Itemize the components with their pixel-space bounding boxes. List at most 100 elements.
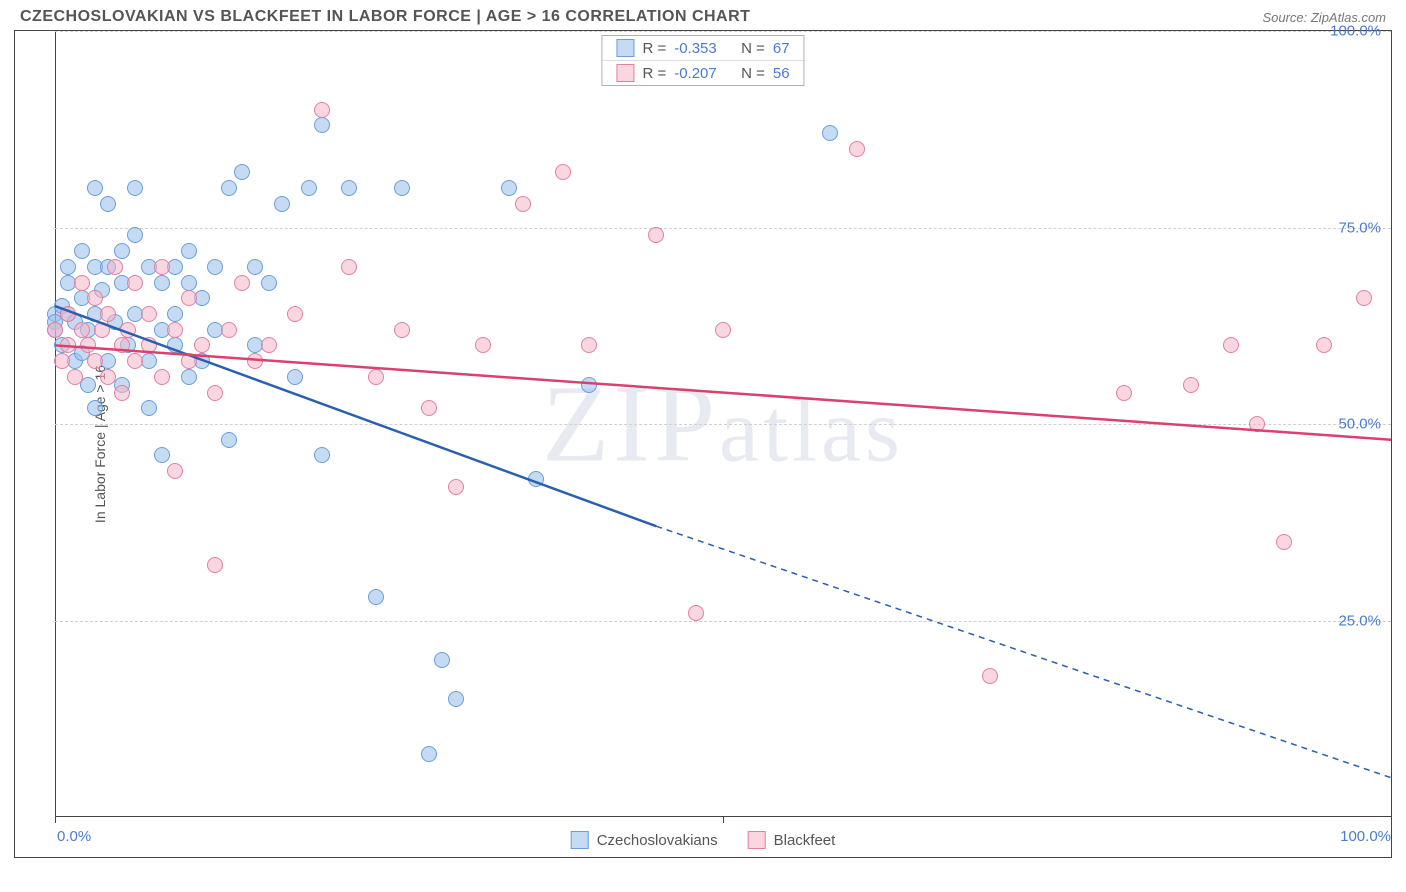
data-point (167, 463, 183, 479)
data-point (181, 353, 197, 369)
data-point (1223, 337, 1239, 353)
data-point (181, 243, 197, 259)
x-tick-mark (723, 817, 724, 823)
data-point (421, 400, 437, 416)
data-point (167, 306, 183, 322)
data-point (475, 337, 491, 353)
data-point (274, 196, 290, 212)
x-tick-mark (1391, 817, 1392, 823)
data-point (448, 479, 464, 495)
y-tick-label: 25.0% (1338, 612, 1381, 629)
swatch-series-0 (616, 39, 634, 57)
data-point (501, 180, 517, 196)
data-point (822, 125, 838, 141)
data-point (87, 400, 103, 416)
data-point (114, 385, 130, 401)
x-tick-label: 0.0% (57, 828, 91, 845)
data-point (47, 322, 63, 338)
data-point (515, 196, 531, 212)
data-point (528, 471, 544, 487)
data-point (1356, 290, 1372, 306)
data-point (1116, 385, 1132, 401)
swatch-series-0 (571, 831, 589, 849)
n-value-0: 67 (773, 40, 790, 57)
gridline (55, 621, 1391, 622)
data-point (314, 117, 330, 133)
x-tick-mark (55, 817, 56, 823)
data-point (448, 691, 464, 707)
data-point (555, 164, 571, 180)
data-point (141, 337, 157, 353)
y-tick-label: 50.0% (1338, 416, 1381, 433)
legend-stats-row: R = -0.207 N = 56 (602, 60, 803, 85)
data-point (207, 259, 223, 275)
swatch-series-1 (748, 831, 766, 849)
data-point (1276, 534, 1292, 550)
data-point (234, 164, 250, 180)
data-point (127, 227, 143, 243)
r-label: R = (642, 65, 666, 82)
data-point (100, 369, 116, 385)
data-point (181, 369, 197, 385)
data-point (67, 369, 83, 385)
legend-item: Blackfeet (748, 831, 836, 849)
gridline (55, 228, 1391, 229)
data-point (94, 322, 110, 338)
data-point (114, 243, 130, 259)
swatch-series-1 (616, 64, 634, 82)
data-point (194, 337, 210, 353)
data-point (100, 306, 116, 322)
y-tick-label: 75.0% (1338, 219, 1381, 236)
data-point (207, 557, 223, 573)
data-point (314, 447, 330, 463)
data-point (341, 259, 357, 275)
data-point (982, 668, 998, 684)
data-point (368, 589, 384, 605)
data-point (181, 275, 197, 291)
data-point (581, 377, 597, 393)
chart-title: CZECHOSLOVAKIAN VS BLACKFEET IN LABOR FO… (20, 8, 750, 26)
data-point (154, 259, 170, 275)
data-point (167, 322, 183, 338)
data-point (87, 180, 103, 196)
data-point (434, 652, 450, 668)
gridline (55, 31, 1391, 32)
header: CZECHOSLOVAKIAN VS BLACKFEET IN LABOR FO… (0, 0, 1406, 30)
data-point (287, 369, 303, 385)
data-point (74, 243, 90, 259)
data-point (141, 306, 157, 322)
data-point (849, 141, 865, 157)
r-label: R = (642, 40, 666, 57)
legend-label-0: Czechoslovakians (597, 832, 718, 849)
data-point (114, 337, 130, 353)
data-point (181, 290, 197, 306)
data-point (368, 369, 384, 385)
data-point (154, 275, 170, 291)
data-point (261, 337, 277, 353)
n-label: N = (741, 65, 765, 82)
data-point (207, 385, 223, 401)
data-point (74, 322, 90, 338)
data-point (715, 322, 731, 338)
data-point (234, 275, 250, 291)
chart-container: In Labor Force | Age > 16 ZIPatlas 25.0%… (14, 30, 1392, 858)
data-point (167, 337, 183, 353)
data-point (60, 306, 76, 322)
data-point (127, 353, 143, 369)
data-point (247, 259, 263, 275)
plot-area: ZIPatlas 25.0%50.0%75.0%100.0%0.0%100.0% (55, 31, 1391, 817)
data-point (87, 353, 103, 369)
data-point (80, 337, 96, 353)
legend-item: Czechoslovakians (571, 831, 718, 849)
data-point (1316, 337, 1332, 353)
r-value-0: -0.353 (674, 40, 717, 57)
n-label: N = (741, 40, 765, 57)
gridline (55, 424, 1391, 425)
data-point (421, 746, 437, 762)
data-point (60, 337, 76, 353)
data-point (107, 259, 123, 275)
data-point (688, 605, 704, 621)
data-point (221, 180, 237, 196)
data-point (648, 227, 664, 243)
data-point (60, 259, 76, 275)
